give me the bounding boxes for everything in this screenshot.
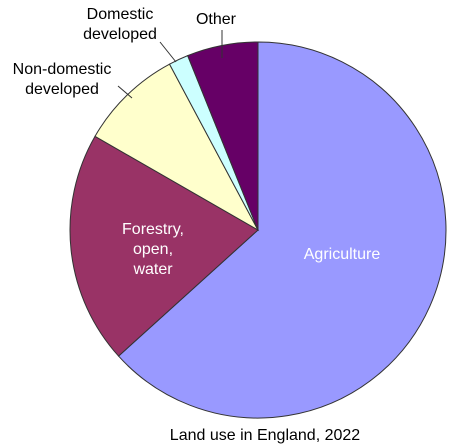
slice-label-line: Non-domestic: [13, 61, 112, 78]
pie-slice: [117, 41, 447, 419]
slice-label: Other: [196, 11, 237, 28]
slice-label-line: Other: [196, 11, 237, 28]
slice-label-line: Agriculture: [304, 246, 381, 263]
slice-label-line: water: [132, 261, 173, 278]
leader-line: [117, 85, 133, 99]
chart-title: Land use in England, 2022: [170, 427, 360, 444]
slice-label: Forestry, open, water: [122, 221, 184, 278]
leader-line: [159, 41, 177, 63]
slice-label: Agriculture: [304, 246, 381, 263]
slice-label: Non-domestic developed: [13, 61, 112, 98]
pie-slice: [69, 135, 259, 357]
slice-label-line: Forestry,: [122, 221, 184, 238]
slice-label-line: Domestic: [87, 6, 154, 23]
slice-label: Domestic developed: [83, 6, 157, 43]
slice-label-line: developed: [25, 81, 99, 98]
slice-label-line: open,: [133, 241, 173, 258]
pie-slice: [94, 63, 260, 232]
slice-label-line: developed: [83, 26, 157, 43]
